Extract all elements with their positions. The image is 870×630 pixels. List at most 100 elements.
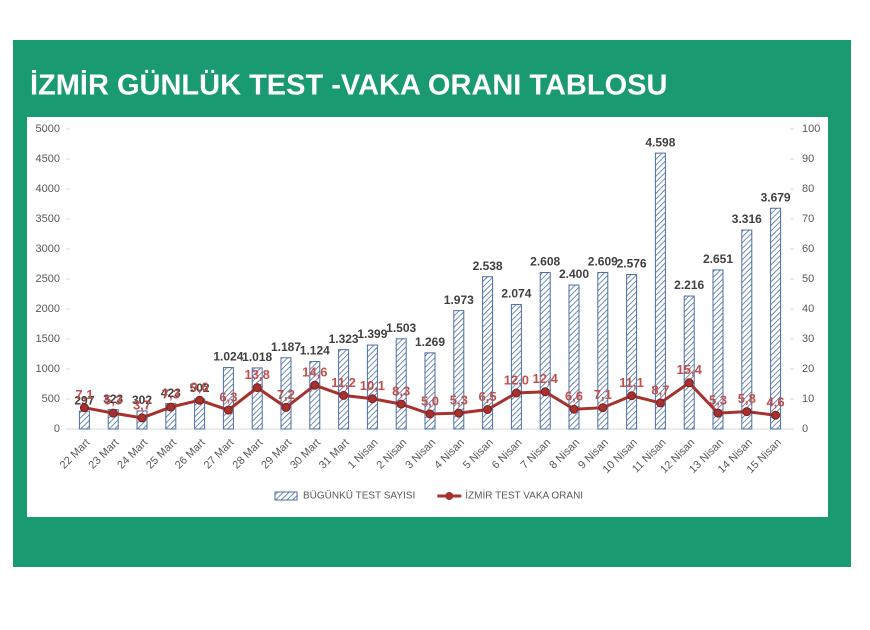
- legend-swatch: [274, 491, 298, 501]
- line-marker: [252, 383, 262, 393]
- line-marker: [569, 404, 579, 414]
- y-tick-label: 5000: [36, 123, 60, 135]
- line-marker: [339, 390, 349, 400]
- y-tick-label: 1000: [36, 363, 60, 375]
- line-value-label: 7,1: [594, 387, 612, 402]
- bar-value-label: 2.074: [501, 287, 531, 301]
- bar-value-label: 2.576: [617, 257, 647, 271]
- line-marker: [713, 408, 723, 418]
- line-marker: [511, 388, 521, 398]
- line-marker: [137, 413, 147, 423]
- y-tick-label: 1500: [36, 333, 60, 345]
- line-value-label: 5,8: [738, 391, 756, 406]
- line-marker: [655, 398, 665, 408]
- bar-value-label: 2.609: [588, 255, 618, 269]
- legend-swatch: [445, 492, 454, 500]
- line-marker: [310, 380, 320, 390]
- bar-value-label: 1.187: [271, 340, 301, 354]
- y2-tick-label: 0: [802, 423, 808, 435]
- legend-label: İZMİR TEST VAKA ORANI: [465, 489, 583, 502]
- bar-value-label: 1.269: [415, 335, 445, 349]
- bar-value-label: 502: [190, 381, 210, 395]
- line-value-label: 6,3: [219, 390, 237, 405]
- line-value-label: 15,4: [677, 362, 703, 377]
- line-value-label: 12,4: [533, 371, 559, 386]
- bar-value-label: 2.400: [559, 267, 589, 281]
- bar: [510, 304, 522, 430]
- bar: [366, 344, 378, 430]
- y2-tick-label: 50: [802, 273, 814, 285]
- bar: [78, 410, 90, 430]
- bar-value-label: 4.598: [645, 135, 675, 149]
- bar-value-label: 2.608: [530, 255, 560, 269]
- line-value-label: 3,7: [133, 397, 151, 412]
- chart-title: İZMİR GÜNLÜK TEST -VAKA ORANI TABLOSU: [30, 69, 667, 102]
- line-marker: [454, 408, 464, 418]
- bar: [539, 272, 551, 430]
- line-value-label: 13,8: [245, 367, 270, 382]
- bar-value-label: 1.024: [213, 350, 243, 364]
- line-value-label: 10,1: [360, 378, 385, 393]
- y2-tick-label: 20: [802, 363, 814, 375]
- bar: [395, 338, 407, 430]
- bar: [654, 152, 666, 430]
- bar: [741, 229, 753, 430]
- y-tick-label: 4000: [36, 183, 60, 195]
- y-tick-label: 2000: [36, 303, 60, 315]
- line-marker: [483, 405, 493, 414]
- y2-tick-label: 80: [802, 183, 814, 195]
- bar-value-label: 3.679: [761, 190, 791, 204]
- y2-tick-label: 70: [802, 213, 814, 225]
- bar: [568, 284, 580, 430]
- line-marker: [281, 402, 291, 412]
- bar-value-label: 2.538: [473, 259, 503, 273]
- line-value-label: 8,3: [392, 384, 410, 399]
- line-marker: [166, 402, 176, 412]
- bar: [597, 271, 609, 430]
- y2-tick-label: 40: [802, 303, 814, 315]
- line-value-label: 7,3: [162, 387, 180, 402]
- line-value-label: 14,6: [302, 365, 327, 380]
- y-tick-label: 2500: [36, 273, 60, 285]
- line-marker: [425, 409, 435, 419]
- bar-value-label: 1.018: [242, 350, 272, 364]
- line-marker: [108, 408, 118, 418]
- line-value-label: 11,2: [331, 375, 356, 390]
- line-value-label: 8,7: [651, 382, 669, 397]
- line-marker: [79, 403, 89, 413]
- bar: [222, 367, 234, 430]
- line-value-label: 7,2: [277, 387, 295, 402]
- bar: [251, 367, 263, 430]
- bar: [309, 361, 321, 430]
- bar-value-label: 1.124: [300, 344, 330, 358]
- line-value-label: 11,1: [619, 375, 644, 390]
- y2-tick-label: 100: [802, 123, 820, 135]
- bar-value-label: 1.399: [357, 327, 387, 341]
- bar-value-label: 323: [103, 392, 123, 406]
- line-marker: [195, 395, 205, 405]
- line-marker: [684, 378, 694, 388]
- line-marker: [396, 399, 406, 409]
- y-tick-label: 500: [42, 393, 60, 405]
- bar: [424, 352, 436, 430]
- y-tick-label: 4500: [36, 153, 60, 165]
- bar-value-label: 2.216: [674, 278, 704, 292]
- bar-value-label: 3.316: [732, 212, 762, 226]
- y-tick-label: 3500: [36, 213, 60, 225]
- line-value-label: 5,3: [450, 393, 468, 408]
- line-value-label: 4,6: [767, 395, 785, 410]
- y-tick-label: 0: [54, 423, 60, 435]
- bar: [453, 310, 465, 430]
- y-tick-label: 3000: [36, 243, 60, 255]
- line-marker: [627, 391, 637, 401]
- line-marker: [540, 387, 550, 397]
- line-marker: [223, 405, 233, 415]
- line-value-label: 9,6: [191, 380, 209, 395]
- bar: [770, 207, 782, 430]
- bar: [712, 269, 724, 430]
- bar-value-label: 1.973: [444, 293, 474, 307]
- y2-tick-label: 90: [802, 153, 814, 165]
- line-value-label: 12,0: [504, 372, 529, 387]
- line-value-label: 6,5: [479, 389, 497, 404]
